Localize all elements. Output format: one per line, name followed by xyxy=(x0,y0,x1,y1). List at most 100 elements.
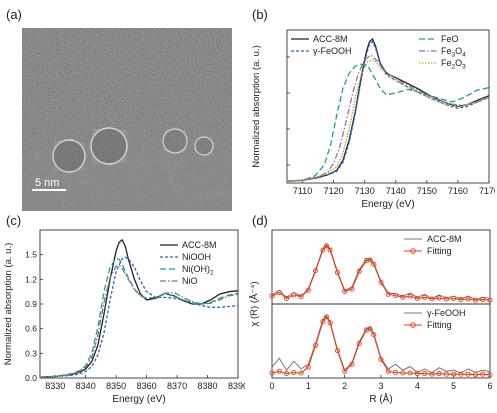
data-point xyxy=(378,279,384,286)
series-line xyxy=(271,314,491,374)
data-point xyxy=(323,314,330,320)
data-point xyxy=(458,297,464,303)
x-tick-label: 7110 xyxy=(293,186,312,196)
data-point xyxy=(451,371,457,377)
data-point xyxy=(283,295,290,302)
x-tick-label: 7170 xyxy=(479,186,495,196)
data-point xyxy=(385,368,391,374)
data-point xyxy=(378,356,384,362)
x-tick-label: 8350 xyxy=(106,381,126,391)
data-point xyxy=(298,294,304,300)
legend-label: Fe3O4 xyxy=(441,46,466,59)
x-axis-label: R (Å) xyxy=(369,392,392,405)
y-tick-label: 1.2 xyxy=(25,274,37,284)
data-point xyxy=(298,370,304,376)
data-point xyxy=(349,361,355,367)
x-tick-label: 8390 xyxy=(228,381,245,391)
data-point xyxy=(458,371,464,377)
x-tick-label: 8340 xyxy=(76,381,96,391)
panel-label-b: (b) xyxy=(252,7,268,22)
x-tick-label: 8370 xyxy=(167,381,187,391)
legend-label: ACC-8M xyxy=(313,34,348,44)
data-point xyxy=(443,296,449,302)
data-point xyxy=(392,369,399,376)
data-point xyxy=(367,326,373,332)
data-point xyxy=(291,292,297,298)
x-tick-label: 8330 xyxy=(45,381,65,391)
x-tick-label: 1 xyxy=(306,381,311,391)
panel-label-d: (d) xyxy=(252,213,268,228)
data-point xyxy=(342,368,348,374)
data-point xyxy=(400,294,406,300)
data-point xyxy=(385,291,391,297)
data-point xyxy=(367,257,373,263)
data-point xyxy=(436,295,442,301)
data-point xyxy=(465,371,471,377)
data-point xyxy=(327,320,333,326)
data-point xyxy=(480,297,486,303)
data-point xyxy=(422,371,428,377)
data-point xyxy=(414,295,420,302)
x-tick-label: 7120 xyxy=(324,186,344,196)
x-tick-label: 7140 xyxy=(386,186,406,196)
data-point xyxy=(320,247,326,253)
x-tick-label: 7150 xyxy=(417,186,437,196)
series-line xyxy=(271,243,491,301)
data-point xyxy=(400,370,406,376)
subplot: γ-FeOOH Fitting xyxy=(269,308,493,378)
data-point xyxy=(291,369,297,376)
legend-label: Ni(OH)2 xyxy=(182,264,214,277)
data-point xyxy=(349,286,355,292)
x-tick-label: 8360 xyxy=(137,381,157,391)
data-point xyxy=(472,372,479,378)
legend-marker xyxy=(410,322,416,328)
data-point xyxy=(429,296,435,302)
legend-marker xyxy=(410,248,416,254)
tem-image: 5 nm xyxy=(22,28,232,211)
y-tick-label: 1.5 xyxy=(25,250,37,260)
data-point xyxy=(305,287,311,293)
legend-label: ACC-8M xyxy=(182,240,217,250)
data-point xyxy=(342,288,348,294)
data-point xyxy=(327,247,333,253)
y-tick-label: 0.3 xyxy=(25,348,37,358)
series-line xyxy=(286,54,490,182)
legend-label: γ-FeOOH xyxy=(427,308,466,318)
data-point xyxy=(269,293,275,299)
chart-fe-xanes: 7110 7120 7130 7140 7150 7160 7170 Energy (eV) N… xyxy=(251,29,495,210)
x-tick-label: 7130 xyxy=(355,186,375,196)
legend-label: Fitting xyxy=(427,320,452,330)
data-point xyxy=(443,371,449,377)
chart-ni-xanes: 8330 8340 8350 8360 8370 8380 8390 Energy (eV) N… xyxy=(3,229,245,405)
data-point xyxy=(283,371,290,377)
data-point xyxy=(356,340,362,347)
x-tick-label: 5 xyxy=(451,381,456,391)
legend-label: NiO xyxy=(182,276,198,286)
data-point xyxy=(363,258,370,264)
x-tick-label: 8380 xyxy=(198,381,218,391)
x-tick-label: 3 xyxy=(378,381,383,391)
legend-label: NiOOH xyxy=(182,252,211,262)
data-point xyxy=(422,294,428,300)
tem-micrograph: 5 nm xyxy=(22,28,232,211)
x-axis-label: Energy (eV) xyxy=(112,394,165,405)
x-tick-label: 4 xyxy=(415,381,420,391)
data-point xyxy=(487,372,493,378)
data-point xyxy=(269,370,275,376)
chart-exafs: 0 1 2 3 4 5 6R (Å)χ (R) (Å⁻⁴)ACC-8MFittingγ-Fe… xyxy=(249,229,493,405)
y-axis-label: χ (R) (Å⁻⁴) xyxy=(249,281,260,326)
x-tick-label: 0 xyxy=(269,381,274,391)
data-point xyxy=(323,243,330,249)
panel-label-c: (c) xyxy=(6,213,22,228)
data-point xyxy=(305,364,311,370)
data-point xyxy=(414,371,420,377)
series-line xyxy=(286,58,490,182)
data-point xyxy=(371,332,377,338)
data-point xyxy=(480,371,486,377)
series-line xyxy=(39,257,239,378)
legend-label: Fe2O3 xyxy=(441,58,466,71)
data-point xyxy=(407,370,413,376)
series-line xyxy=(286,37,490,182)
data-point xyxy=(356,268,362,274)
